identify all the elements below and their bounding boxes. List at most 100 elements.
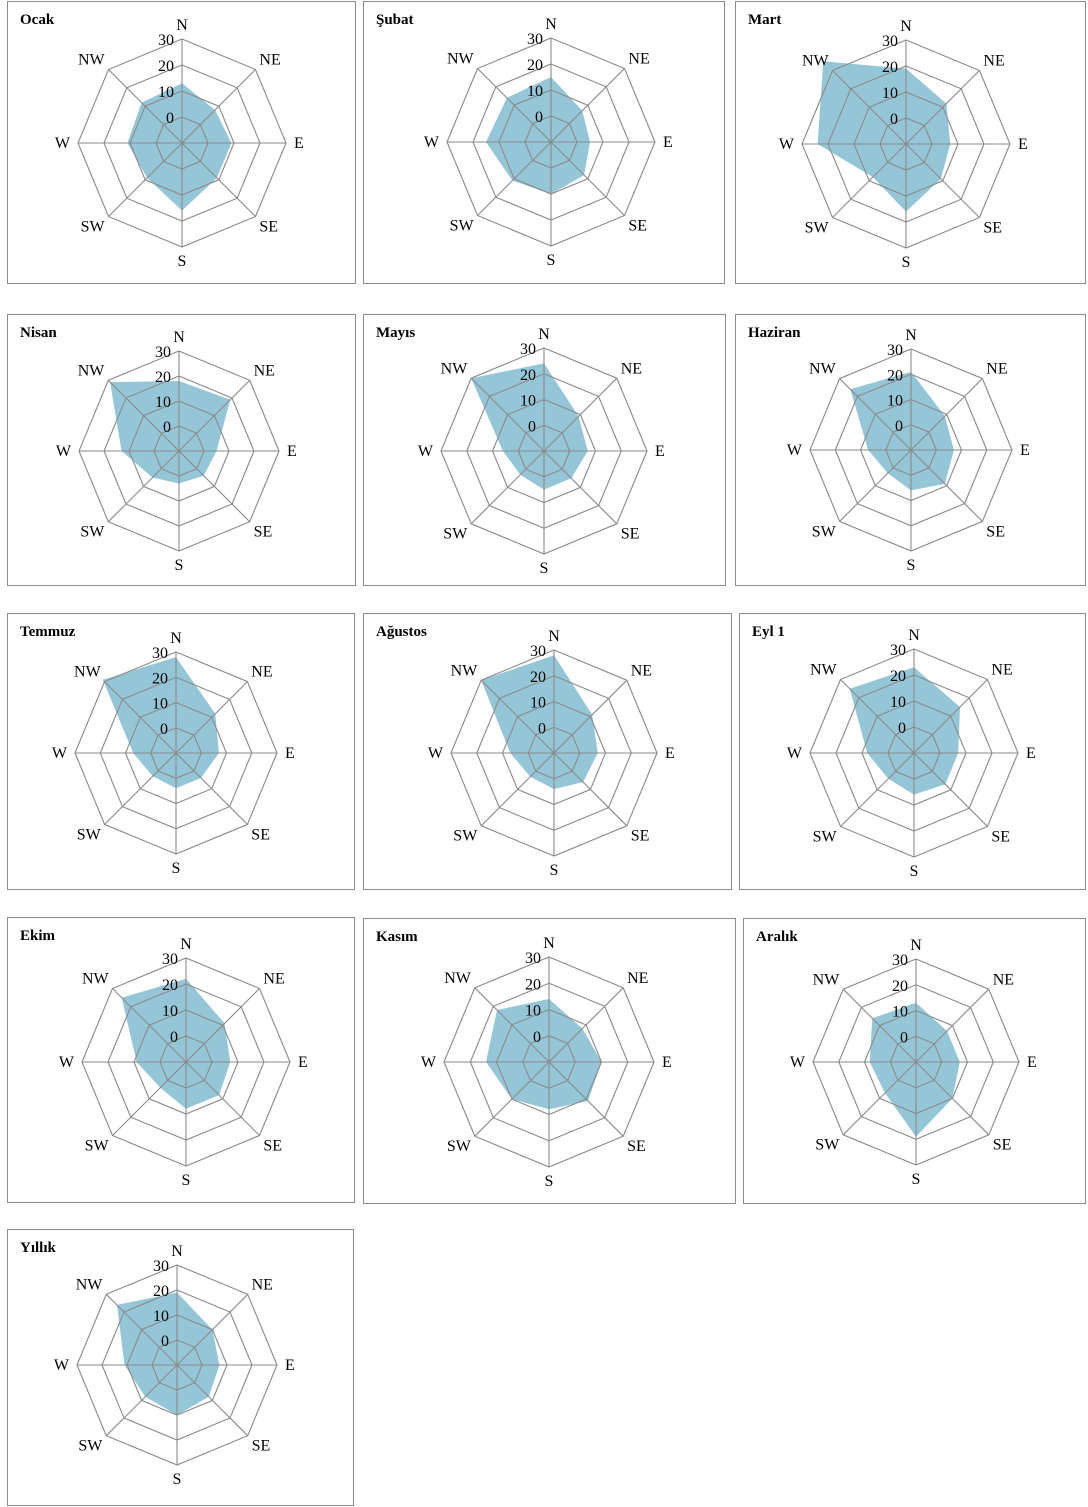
direction-label-sw: SW: [813, 828, 838, 845]
direction-label-s: S: [545, 1173, 554, 1190]
direction-label-nw: NW: [76, 1276, 104, 1293]
direction-label-sw: SW: [447, 1138, 472, 1155]
direction-label-e: E: [655, 443, 665, 460]
tick-label: 20: [152, 670, 168, 687]
tick-label: 10: [520, 393, 536, 410]
direction-label-nw: NW: [447, 51, 475, 68]
direction-label-w: W: [55, 135, 71, 152]
direction-label-e: E: [1020, 442, 1030, 459]
direction-label-ne: NE: [251, 664, 272, 681]
direction-label-s: S: [173, 1471, 182, 1488]
direction-label-sw: SW: [450, 217, 475, 234]
tick-label: 20: [158, 58, 174, 75]
direction-label-sw: SW: [812, 523, 837, 540]
direction-label-nw: NW: [82, 971, 110, 988]
direction-label-e: E: [285, 1357, 295, 1374]
direction-label-se: SE: [627, 1138, 646, 1155]
direction-label-w: W: [790, 1054, 806, 1071]
tick-label: 0: [533, 1029, 541, 1046]
direction-label-s: S: [540, 560, 549, 577]
direction-label-w: W: [59, 1054, 75, 1071]
tick-label: 10: [153, 1308, 169, 1325]
direction-label-s: S: [907, 557, 916, 574]
direction-label-s: S: [912, 1171, 921, 1188]
direction-label-ne: NE: [627, 970, 648, 987]
direction-label-sw: SW: [81, 218, 106, 235]
direction-label-e: E: [298, 1054, 308, 1071]
direction-label-se: SE: [621, 526, 640, 543]
direction-label-sw: SW: [78, 1438, 103, 1455]
direction-label-n: N: [543, 935, 555, 952]
data-area: [127, 83, 231, 210]
direction-label-e: E: [1018, 136, 1028, 153]
direction-label-n: N: [173, 329, 185, 346]
direction-label-ne: NE: [986, 361, 1007, 378]
direction-label-e: E: [287, 443, 297, 460]
direction-label-n: N: [900, 18, 912, 35]
direction-label-nw: NW: [809, 361, 837, 378]
tick-label: 20: [520, 367, 536, 384]
direction-label-nw: NW: [78, 362, 106, 379]
direction-label-n: N: [171, 1243, 183, 1260]
direction-label-e: E: [285, 745, 295, 762]
direction-label-e: E: [665, 745, 675, 762]
direction-label-ne: NE: [254, 362, 275, 379]
tick-label: 30: [153, 1258, 169, 1275]
direction-label-ne: NE: [621, 360, 642, 377]
direction-label-w: W: [418, 443, 434, 460]
direction-label-nw: NW: [813, 971, 841, 988]
direction-label-sw: SW: [443, 526, 468, 543]
direction-label-s: S: [172, 860, 181, 877]
direction-label-w: W: [421, 1054, 437, 1071]
direction-label-e: E: [663, 134, 673, 151]
tick-label: 0: [535, 109, 543, 126]
direction-label-nw: NW: [810, 662, 838, 679]
direction-label-se: SE: [993, 1137, 1012, 1154]
direction-label-e: E: [1026, 745, 1036, 762]
tick-label: 20: [530, 669, 546, 686]
direction-label-ne: NE: [983, 53, 1004, 70]
direction-label-n: N: [180, 936, 192, 953]
direction-label-e: E: [1027, 1054, 1037, 1071]
tick-label: 10: [882, 85, 898, 102]
tick-label: 30: [530, 643, 546, 660]
direction-label-w: W: [779, 136, 795, 153]
tick-label: 0: [900, 1029, 908, 1046]
direction-label-se: SE: [251, 826, 270, 843]
direction-label-sw: SW: [77, 826, 102, 843]
direction-label-e: E: [294, 135, 304, 152]
tick-label: 30: [158, 32, 174, 49]
direction-label-se: SE: [263, 1137, 282, 1154]
direction-label-w: W: [54, 1357, 70, 1374]
direction-label-s: S: [182, 1172, 191, 1189]
tick-label: 30: [162, 951, 178, 968]
direction-label-nw: NW: [78, 52, 106, 69]
tick-label: 30: [155, 344, 171, 361]
tick-label: 10: [162, 1003, 178, 1020]
tick-label: 0: [895, 418, 903, 435]
tick-label: 0: [538, 720, 546, 737]
tick-label: 20: [155, 369, 171, 386]
direction-label-ne: NE: [631, 662, 652, 679]
direction-label-ne: NE: [259, 52, 280, 69]
tick-label: 30: [527, 31, 543, 48]
tick-label: 30: [890, 642, 906, 659]
direction-label-ne: NE: [628, 51, 649, 68]
tick-label: 0: [898, 720, 906, 737]
direction-label-nw: NW: [444, 970, 472, 987]
tick-label: 20: [527, 57, 543, 74]
tick-label: 30: [525, 950, 541, 967]
